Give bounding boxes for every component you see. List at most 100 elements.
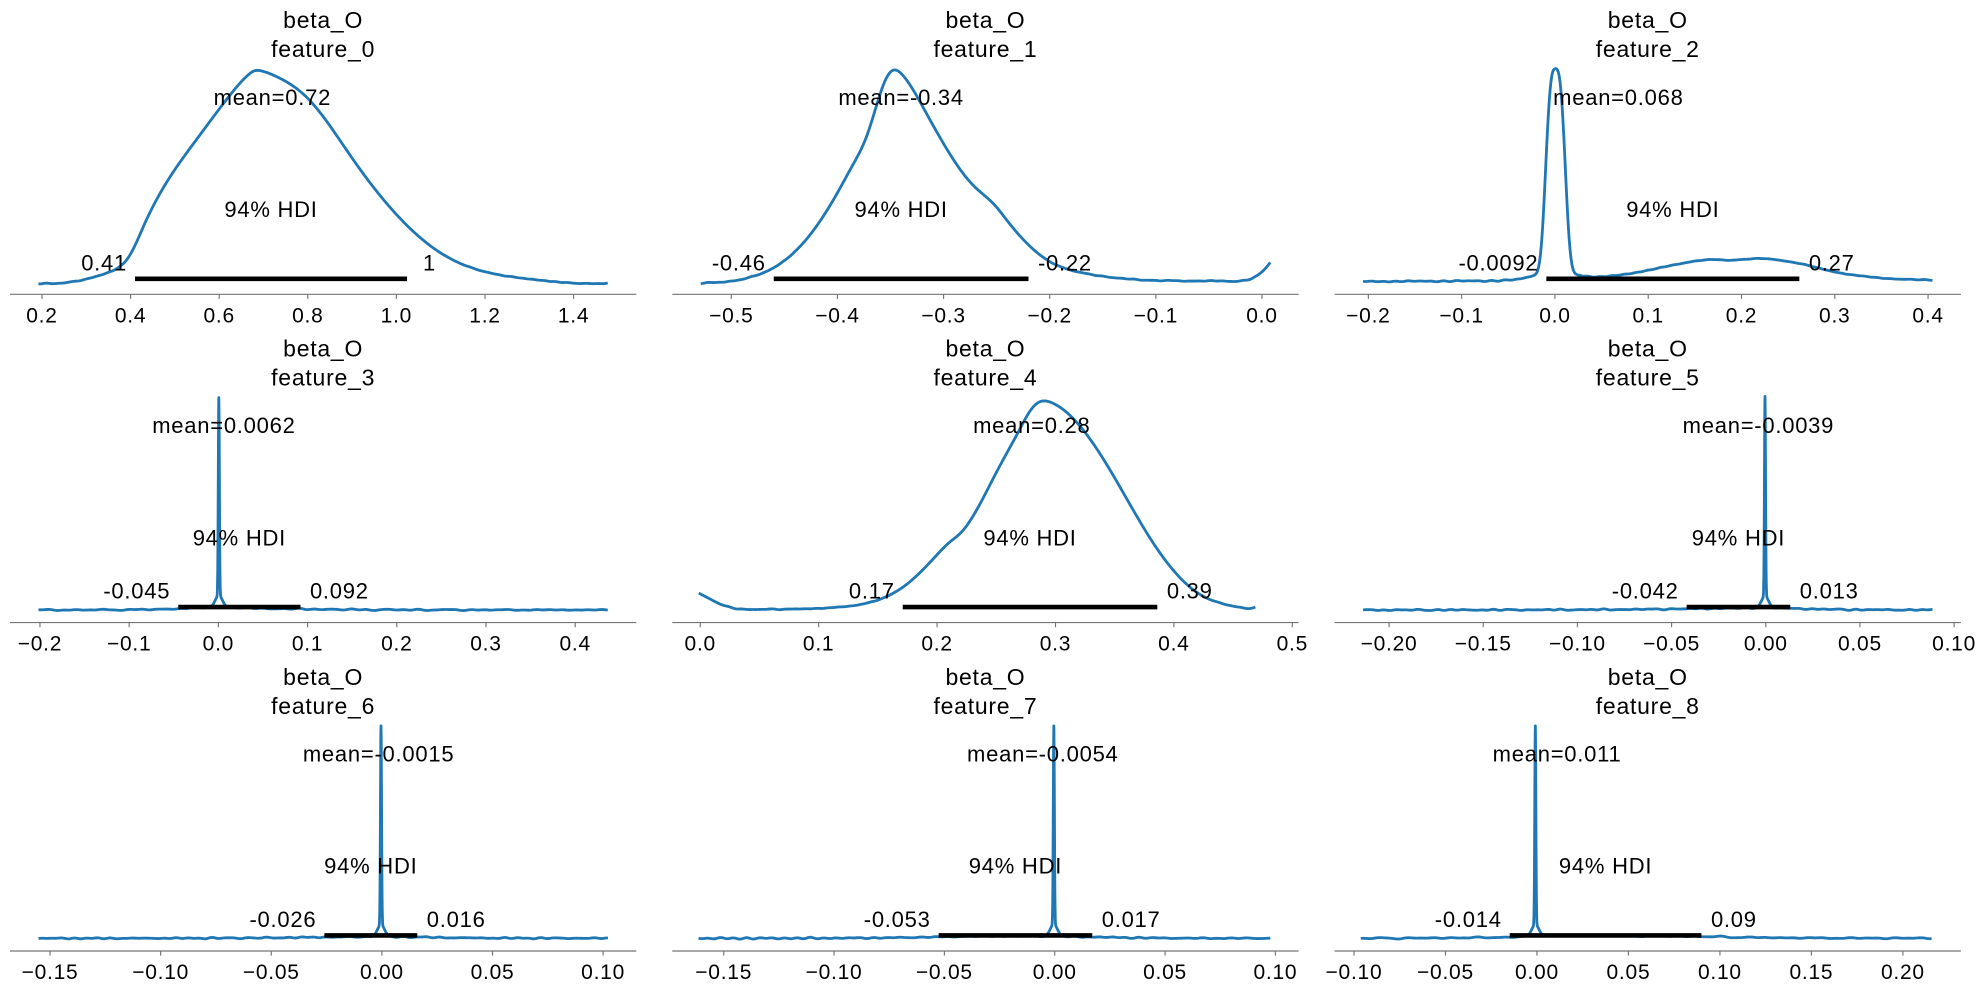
svg-text:−0.05: −0.05 bbox=[1417, 961, 1474, 984]
svg-text:beta_O: beta_O bbox=[945, 7, 1025, 33]
svg-text:0.15: 0.15 bbox=[1789, 961, 1833, 984]
svg-text:mean=0.068: mean=0.068 bbox=[1553, 85, 1683, 110]
svg-text:−0.3: −0.3 bbox=[921, 304, 965, 327]
svg-text:−0.10: −0.10 bbox=[806, 961, 863, 984]
svg-text:0.17: 0.17 bbox=[849, 579, 895, 604]
svg-text:feature_3: feature_3 bbox=[271, 365, 375, 391]
svg-text:mean=0.0062: mean=0.0062 bbox=[152, 413, 295, 438]
svg-text:1.0: 1.0 bbox=[381, 304, 412, 327]
svg-text:-0.0092: -0.0092 bbox=[1458, 250, 1538, 275]
svg-text:0.0: 0.0 bbox=[685, 633, 716, 656]
svg-text:−0.2: −0.2 bbox=[1346, 304, 1390, 327]
svg-text:0.013: 0.013 bbox=[1800, 579, 1859, 604]
svg-text:−0.1: −0.1 bbox=[1439, 304, 1483, 327]
svg-text:mean=-0.34: mean=-0.34 bbox=[838, 85, 964, 110]
svg-text:0.1: 0.1 bbox=[803, 633, 834, 656]
svg-text:0.4: 0.4 bbox=[559, 633, 590, 656]
svg-text:mean=0.011: mean=0.011 bbox=[1493, 741, 1622, 766]
svg-text:feature_2: feature_2 bbox=[1596, 36, 1700, 62]
svg-text:-0.46: -0.46 bbox=[712, 250, 766, 275]
svg-text:0.10: 0.10 bbox=[1253, 961, 1297, 984]
svg-text:beta_O: beta_O bbox=[1608, 664, 1688, 690]
svg-text:−0.1: −0.1 bbox=[107, 633, 151, 656]
svg-text:0.00: 0.00 bbox=[360, 961, 404, 984]
svg-text:beta_O: beta_O bbox=[283, 336, 363, 362]
svg-text:−0.05: −0.05 bbox=[1643, 633, 1700, 656]
svg-text:beta_O: beta_O bbox=[945, 664, 1025, 690]
svg-text:feature_1: feature_1 bbox=[933, 36, 1037, 62]
svg-text:0.1: 0.1 bbox=[292, 633, 323, 656]
svg-text:0.41: 0.41 bbox=[81, 250, 127, 275]
svg-text:0.092: 0.092 bbox=[310, 579, 369, 604]
svg-text:0.10: 0.10 bbox=[1932, 633, 1976, 656]
svg-text:-0.045: -0.045 bbox=[103, 579, 170, 604]
svg-text:0.05: 0.05 bbox=[1143, 961, 1187, 984]
svg-text:mean=0.72: mean=0.72 bbox=[214, 85, 331, 110]
svg-text:beta_O: beta_O bbox=[1608, 7, 1688, 33]
svg-text:94% HDI: 94% HDI bbox=[1626, 197, 1719, 222]
svg-text:−0.4: −0.4 bbox=[815, 304, 859, 327]
svg-text:94% HDI: 94% HDI bbox=[1559, 854, 1652, 879]
svg-text:feature_8: feature_8 bbox=[1596, 693, 1700, 719]
svg-text:0.4: 0.4 bbox=[115, 304, 146, 327]
svg-text:0.39: 0.39 bbox=[1167, 579, 1213, 604]
svg-text:0.0: 0.0 bbox=[203, 633, 234, 656]
svg-text:-0.22: -0.22 bbox=[1038, 250, 1092, 275]
svg-text:beta_O: beta_O bbox=[1608, 336, 1688, 362]
svg-text:0.00: 0.00 bbox=[1744, 633, 1788, 656]
svg-text:−0.10: −0.10 bbox=[132, 961, 189, 984]
svg-text:0.8: 0.8 bbox=[292, 304, 323, 327]
svg-text:−0.20: −0.20 bbox=[1361, 633, 1418, 656]
svg-text:−0.1: −0.1 bbox=[1134, 304, 1178, 327]
svg-text:−0.2: −0.2 bbox=[1027, 304, 1071, 327]
svg-text:-0.026: -0.026 bbox=[249, 907, 316, 932]
svg-text:0.1: 0.1 bbox=[1632, 304, 1663, 327]
svg-text:0.00: 0.00 bbox=[1515, 961, 1559, 984]
svg-text:feature_7: feature_7 bbox=[933, 693, 1037, 719]
svg-text:−0.05: −0.05 bbox=[916, 961, 973, 984]
svg-text:0.10: 0.10 bbox=[581, 961, 625, 984]
svg-text:mean=-0.0015: mean=-0.0015 bbox=[303, 741, 455, 766]
svg-text:0.5: 0.5 bbox=[1277, 633, 1308, 656]
svg-text:1.4: 1.4 bbox=[558, 304, 589, 327]
svg-text:beta_O: beta_O bbox=[945, 336, 1025, 362]
svg-text:94% HDI: 94% HDI bbox=[969, 854, 1062, 879]
svg-text:−0.15: −0.15 bbox=[695, 961, 752, 984]
svg-text:mean=0.28: mean=0.28 bbox=[973, 413, 1090, 438]
svg-text:feature_6: feature_6 bbox=[271, 693, 375, 719]
svg-text:94% HDI: 94% HDI bbox=[854, 197, 947, 222]
svg-text:0.05: 0.05 bbox=[471, 961, 515, 984]
svg-text:94% HDI: 94% HDI bbox=[324, 854, 417, 879]
svg-text:−0.05: −0.05 bbox=[243, 961, 300, 984]
svg-text:1: 1 bbox=[423, 250, 436, 275]
svg-text:0.017: 0.017 bbox=[1102, 907, 1161, 932]
svg-text:0.6: 0.6 bbox=[203, 304, 234, 327]
svg-text:0.2: 0.2 bbox=[26, 304, 57, 327]
svg-text:-0.042: -0.042 bbox=[1612, 579, 1679, 604]
svg-text:0.0: 0.0 bbox=[1246, 304, 1277, 327]
svg-text:beta_O: beta_O bbox=[283, 7, 363, 33]
svg-text:−0.10: −0.10 bbox=[1549, 633, 1606, 656]
svg-text:0.05: 0.05 bbox=[1607, 961, 1651, 984]
svg-text:0.3: 0.3 bbox=[1040, 633, 1071, 656]
svg-text:−0.15: −0.15 bbox=[22, 961, 79, 984]
svg-text:mean=-0.0039: mean=-0.0039 bbox=[1683, 413, 1835, 438]
svg-text:94% HDI: 94% HDI bbox=[193, 525, 286, 550]
svg-text:1.2: 1.2 bbox=[469, 304, 500, 327]
svg-text:beta_O: beta_O bbox=[283, 664, 363, 690]
svg-text:mean=-0.0054: mean=-0.0054 bbox=[967, 741, 1119, 766]
svg-text:94% HDI: 94% HDI bbox=[983, 525, 1076, 550]
svg-text:0.27: 0.27 bbox=[1809, 250, 1855, 275]
svg-text:0.016: 0.016 bbox=[427, 907, 486, 932]
svg-text:−0.15: −0.15 bbox=[1455, 633, 1512, 656]
svg-text:0.00: 0.00 bbox=[1033, 961, 1077, 984]
svg-text:0.0: 0.0 bbox=[1539, 304, 1570, 327]
svg-text:-0.053: -0.053 bbox=[864, 907, 931, 932]
svg-text:feature_5: feature_5 bbox=[1596, 365, 1700, 391]
svg-text:0.4: 0.4 bbox=[1158, 633, 1189, 656]
svg-text:94% HDI: 94% HDI bbox=[1692, 525, 1785, 550]
svg-text:0.3: 0.3 bbox=[1819, 304, 1850, 327]
svg-text:0.2: 0.2 bbox=[921, 633, 952, 656]
svg-text:0.10: 0.10 bbox=[1698, 961, 1742, 984]
svg-text:0.2: 0.2 bbox=[381, 633, 412, 656]
